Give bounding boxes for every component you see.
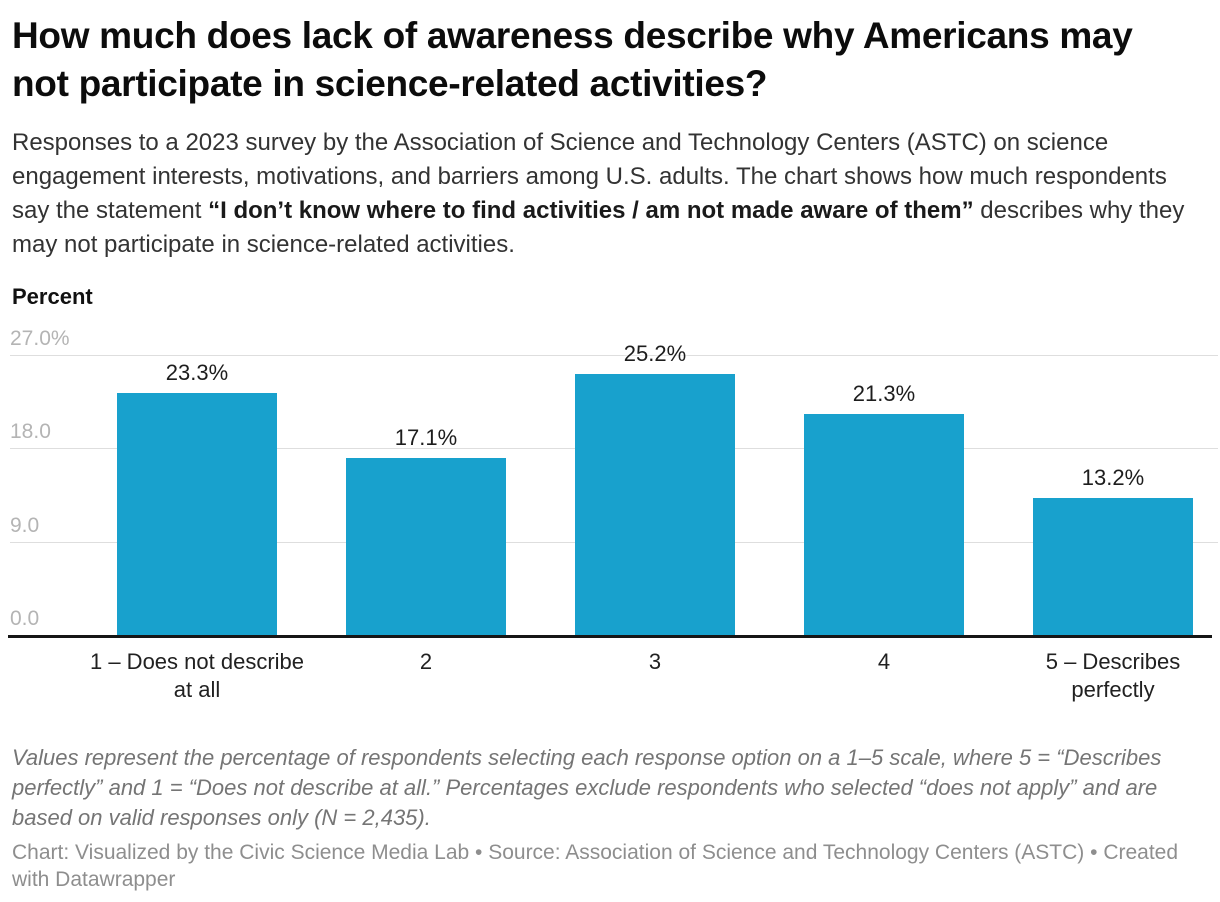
y-tick-label: 0.0 bbox=[10, 607, 40, 630]
x-axis-label: 2 bbox=[419, 649, 433, 674]
x-axis-label: 1 – Does not describe at all bbox=[89, 649, 305, 702]
y-axis-title: Percent bbox=[12, 284, 93, 309]
bar-category-1[interactable] bbox=[117, 393, 277, 635]
bar-category-4[interactable] bbox=[804, 414, 964, 635]
value-label: 17.1% bbox=[394, 424, 458, 450]
description-bold-statement: “I don’t know where to find activities /… bbox=[208, 197, 974, 224]
bar-category-2[interactable] bbox=[346, 457, 506, 635]
y-tick-label: 18.0 bbox=[10, 420, 51, 444]
y-tick-label: 27.0% bbox=[10, 327, 70, 350]
credit-line: Chart: Visualized by the Civic Science M… bbox=[12, 841, 1179, 891]
description-text-suffix: describes why they may not participate i… bbox=[12, 197, 1185, 258]
gridline bbox=[10, 355, 1218, 356]
x-axis-baseline bbox=[8, 635, 1212, 638]
x-axis-labels: 1 – Does not describe at all 2 3 4 5 – Descr… bbox=[12, 648, 1208, 706]
description-text-prefix: Responses to a 2023 survey by the Associ… bbox=[12, 129, 1167, 224]
value-label: 21.3% bbox=[852, 381, 916, 407]
chart-description: Responses to a 2023 survey by the Associ… bbox=[12, 126, 1192, 262]
value-label: 25.2% bbox=[623, 340, 687, 366]
footnote: Values represent the percentage of respo… bbox=[12, 745, 1162, 830]
value-label: 23.3% bbox=[165, 360, 229, 386]
x-axis-label: 5 – Describes perfectly bbox=[1045, 649, 1181, 702]
bar-category-3[interactable] bbox=[575, 373, 735, 635]
y-tick-label: 9.0 bbox=[10, 513, 40, 537]
x-axis-label: 4 bbox=[877, 649, 891, 674]
value-label: 13.2% bbox=[1081, 465, 1145, 491]
x-axis-label: 3 bbox=[648, 649, 662, 674]
plot-area: 27.0% 18.0 9.0 0.0 23.3% 17.1% 25.2% 21.3% 13.2% bbox=[8, 327, 1218, 638]
chart-title: How much does lack of awareness describe… bbox=[12, 15, 1133, 104]
bar-category-5[interactable] bbox=[1033, 498, 1193, 635]
